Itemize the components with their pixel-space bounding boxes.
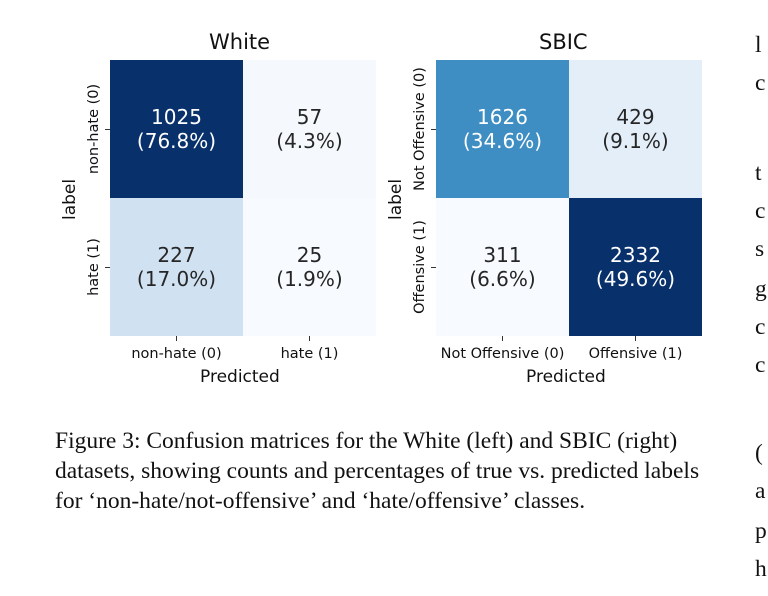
heatmap-cell: 227 (17.0%) xyxy=(110,198,243,336)
x-axis-label: Predicted xyxy=(200,367,280,387)
right-column-fragment: t xyxy=(755,160,762,186)
heatmap-cell: 57 (4.3%) xyxy=(243,60,376,198)
x-tick-mark xyxy=(635,336,636,341)
cell-percentage: (76.8%) xyxy=(136,129,217,153)
cell-count: 1025 xyxy=(151,105,202,129)
y-axis-label: label xyxy=(386,178,406,220)
y-tick-label: non-hate (0) xyxy=(86,83,102,175)
right-column-fragment: ( xyxy=(755,440,763,466)
cell-count: 1626 xyxy=(477,105,528,129)
y-tick-label: Offensive (1) xyxy=(412,220,428,314)
right-column-fragment: a xyxy=(755,478,766,504)
right-column-fragment: g xyxy=(755,276,767,302)
cell-percentage: (1.9%) xyxy=(276,267,343,291)
right-column-fragment: p xyxy=(755,518,767,544)
x-tick-label: non-hate (0) xyxy=(131,346,222,362)
x-tick-mark xyxy=(309,336,310,341)
cell-count: 57 xyxy=(296,105,323,129)
cell-percentage: (4.3%) xyxy=(276,129,343,153)
cell-count: 311 xyxy=(483,243,522,267)
heatmap-cell: 2332 (49.6%) xyxy=(569,198,702,336)
y-tick-label: Not Offensive (0) xyxy=(412,67,428,191)
x-tick-label: Offensive (1) xyxy=(588,346,683,362)
heatmap-cell: 311 (6.6%) xyxy=(436,198,569,336)
y-tick-mark xyxy=(431,128,436,130)
chart-title: SBIC xyxy=(539,30,588,54)
right-column-fragment: c xyxy=(755,314,766,340)
y-tick-mark xyxy=(431,266,436,268)
cell-percentage: (17.0%) xyxy=(136,267,217,291)
chart-title: White xyxy=(209,30,271,54)
cell-percentage: (34.6%) xyxy=(462,129,543,153)
heatmap-cell: 1626 (34.6%) xyxy=(436,60,569,198)
cell-count: 227 xyxy=(157,243,196,267)
x-tick-label: hate (1) xyxy=(280,346,339,362)
y-tick-mark xyxy=(105,128,110,130)
heatmap-cell: 25 (1.9%) xyxy=(243,198,376,336)
heatmap-cell: 1025 (76.8%) xyxy=(110,60,243,198)
right-column-fragment: c xyxy=(755,70,766,96)
heatmap-cell: 429 (9.1%) xyxy=(569,60,702,198)
cell-count: 429 xyxy=(616,105,655,129)
x-axis-label: Predicted xyxy=(526,367,606,387)
right-column-fragment: c xyxy=(755,198,766,224)
cell-percentage: (9.1%) xyxy=(602,129,669,153)
x-tick-mark xyxy=(176,336,177,341)
x-tick-mark xyxy=(502,336,503,341)
cell-count: 25 xyxy=(296,243,323,267)
right-column-fragment: l xyxy=(755,32,762,58)
cell-percentage: (6.6%) xyxy=(469,267,536,291)
cell-percentage: (49.6%) xyxy=(595,267,676,291)
y-axis-label: label xyxy=(60,178,80,220)
x-tick-label: Not Offensive (0) xyxy=(440,346,565,362)
right-column-fragment: c xyxy=(755,352,766,378)
y-tick-mark xyxy=(105,266,110,268)
y-tick-label: hate (1) xyxy=(86,238,102,296)
right-column-fragment: h xyxy=(755,556,767,582)
cell-count: 2332 xyxy=(610,243,661,267)
right-column-fragment: s xyxy=(755,236,765,262)
figure-caption: Figure 3: Confusion matrices for the Whi… xyxy=(55,428,700,514)
